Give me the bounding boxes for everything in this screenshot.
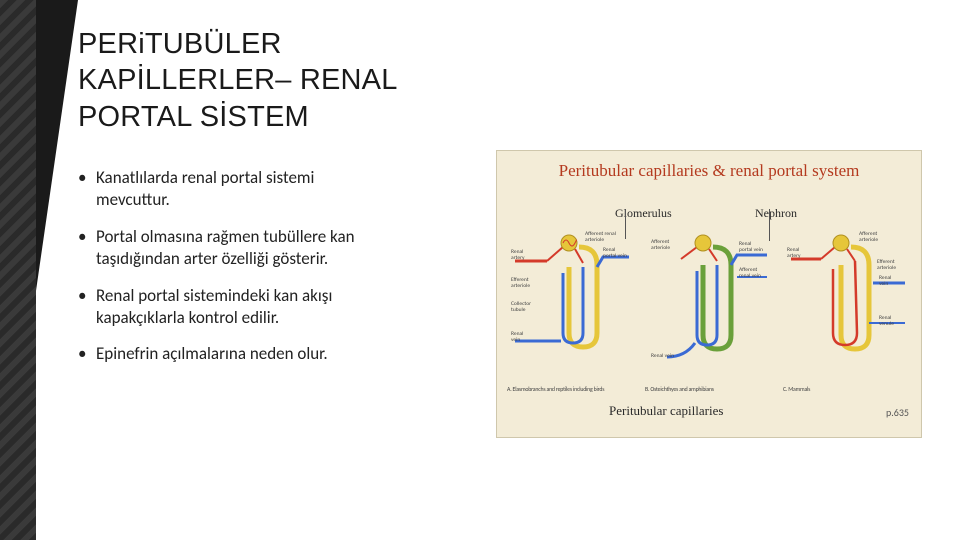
svg-text:vein: vein bbox=[879, 281, 888, 287]
panel-caption-c: C. Mammals bbox=[783, 385, 913, 393]
svg-text:artery: artery bbox=[787, 253, 801, 259]
figure-panel-c: Renal artery Afferent arteriole Efferent… bbox=[783, 223, 913, 391]
slide: PERiTUBÜLER KAPİLLERLER– RENAL PORTAL Sİ… bbox=[0, 0, 960, 540]
svg-text:venule: venule bbox=[879, 321, 894, 327]
svg-text:renal vein: renal vein bbox=[739, 273, 761, 279]
bullet-list: Kanatlılarda renal portal sistemi mevcut… bbox=[78, 167, 458, 366]
page-ref: p.635 bbox=[886, 406, 909, 419]
svg-text:vein: vein bbox=[511, 337, 520, 343]
bullet-item: Epinefrin açılmalarına neden olur. bbox=[78, 343, 378, 365]
nephron-diagram-a: Renal artery Afferent renal arteriole Ef… bbox=[507, 223, 637, 375]
svg-text:arteriole: arteriole bbox=[585, 237, 604, 243]
svg-text:arteriole: arteriole bbox=[877, 265, 896, 271]
figure-panel-a: Renal artery Afferent renal arteriole Ef… bbox=[507, 223, 637, 391]
panel-caption-a: A. Elasmobranchs and reptiles including … bbox=[507, 385, 637, 393]
label-peritubular: Peritubular capillaries bbox=[609, 403, 723, 419]
label-glomerulus: Glomerulus bbox=[615, 206, 672, 221]
label-nephron: Nephron bbox=[755, 206, 797, 221]
slide-title: PERiTUBÜLER KAPİLLERLER– RENAL PORTAL Sİ… bbox=[78, 26, 458, 135]
svg-text:portal vein: portal vein bbox=[603, 253, 627, 259]
figure-title: Peritubular capillaries & renal portal s… bbox=[497, 161, 921, 181]
nephron-diagram-b: Afferent arteriole Renal portal vein Aff… bbox=[645, 223, 775, 375]
bullet-item: Kanatlılarda renal portal sistemi mevcut… bbox=[78, 167, 378, 212]
svg-text:tubule: tubule bbox=[511, 307, 526, 313]
svg-text:artery: artery bbox=[511, 255, 525, 261]
svg-text:Renal vein: Renal vein bbox=[651, 353, 674, 359]
panel-caption-b: B. Osteichthyes and amphibians bbox=[645, 385, 775, 393]
figure-panel-b: Afferent arteriole Renal portal vein Aff… bbox=[645, 223, 775, 391]
content-area: PERiTUBÜLER KAPİLLERLER– RENAL PORTAL Sİ… bbox=[78, 26, 458, 380]
nephron-diagram-c: Renal artery Afferent arteriole Efferent… bbox=[783, 223, 913, 375]
side-stripe bbox=[0, 0, 36, 540]
svg-text:arteriole: arteriole bbox=[651, 245, 670, 251]
svg-text:portal vein: portal vein bbox=[739, 247, 763, 253]
bullet-item: Renal portal sistemindeki kan akışı kapa… bbox=[78, 285, 378, 330]
svg-text:arteriole: arteriole bbox=[511, 283, 530, 289]
svg-text:arteriole: arteriole bbox=[859, 237, 878, 243]
figure-panel: Peritubular capillaries & renal portal s… bbox=[496, 150, 922, 438]
bullet-item: Portal olmasına rağmen tubüllere kan taş… bbox=[78, 226, 378, 271]
